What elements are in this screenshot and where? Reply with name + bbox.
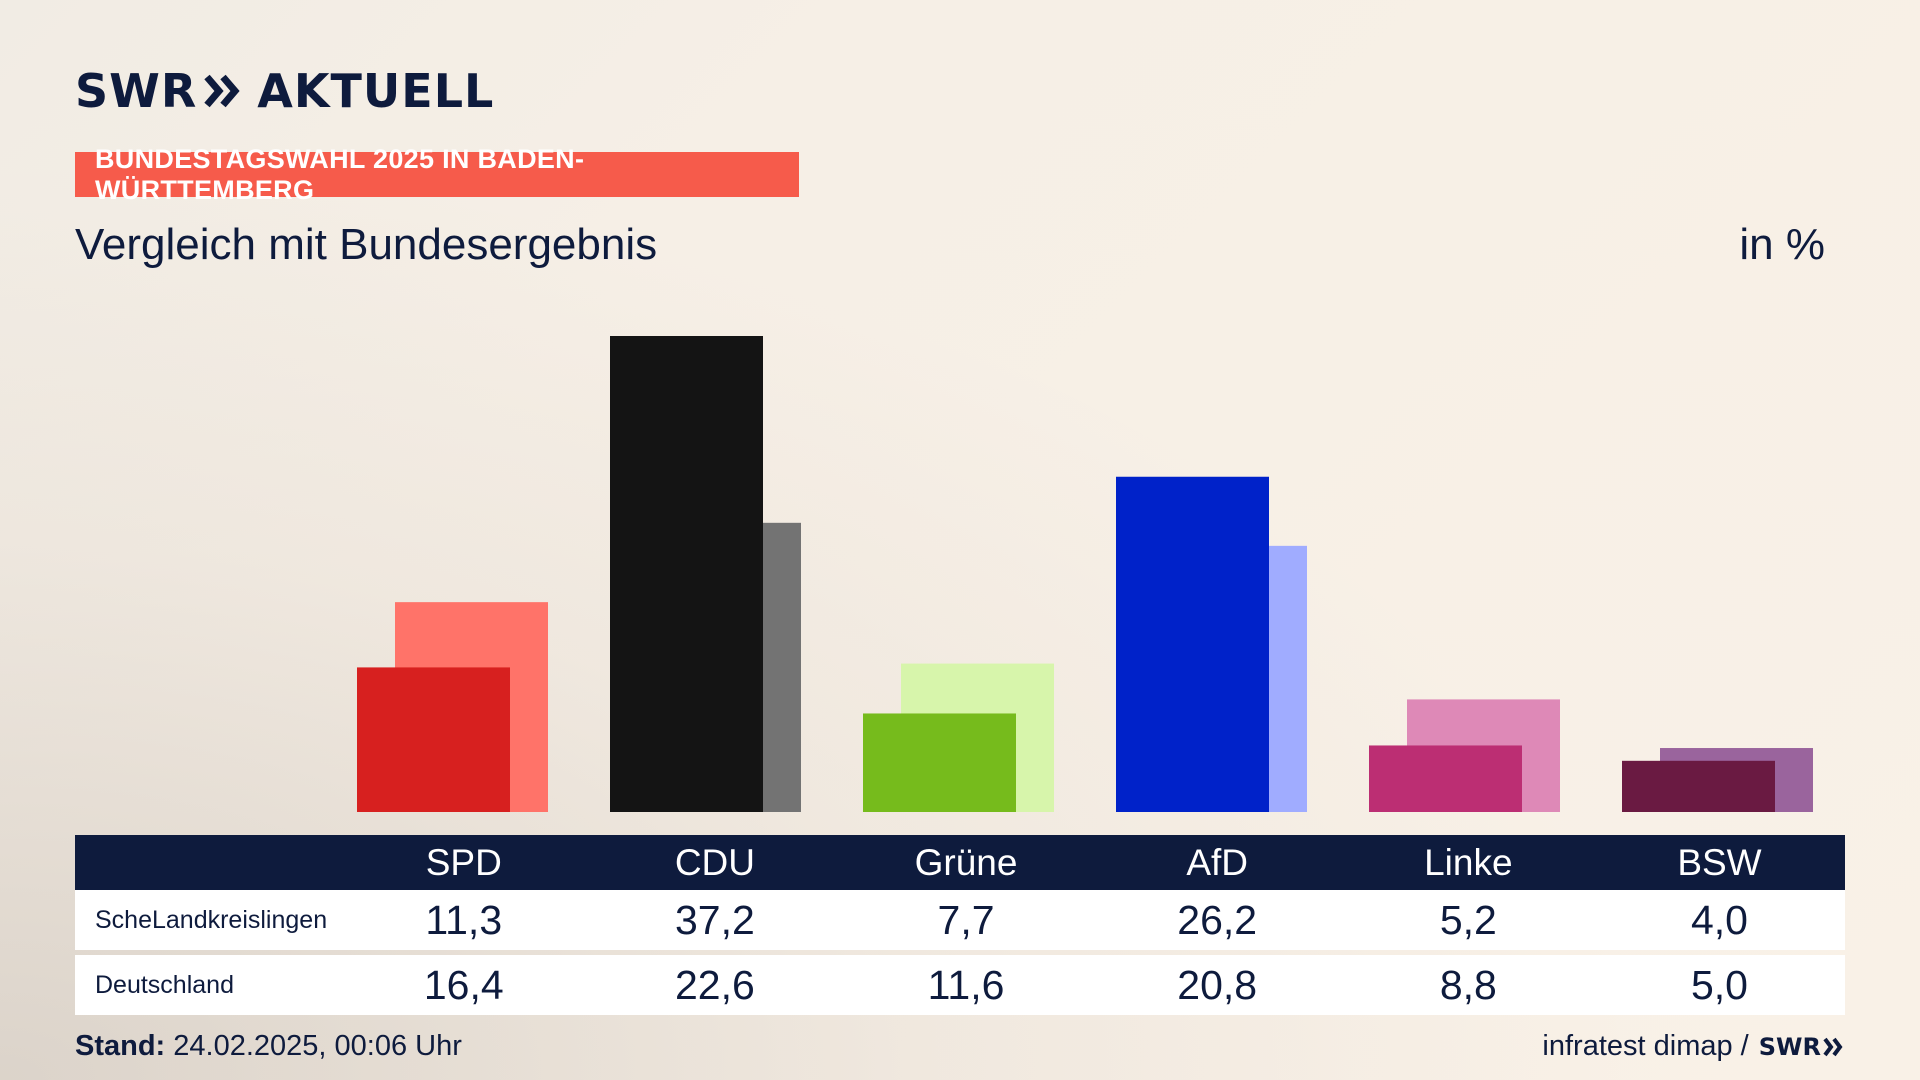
bar-local-linke xyxy=(1369,745,1522,812)
unit-label: in % xyxy=(1739,220,1825,269)
logo-brand: SWR xyxy=(75,64,198,118)
cell-local-afd: 26,2 xyxy=(1177,896,1258,943)
logo-title: AKTUELL xyxy=(257,64,495,118)
bar-local-spd xyxy=(357,667,510,812)
table-header-row: SPD CDU Grüne AfD Linke BSW xyxy=(75,835,1845,890)
double-chevron-icon xyxy=(204,74,240,108)
bar-local-afd xyxy=(1116,476,1269,812)
small-double-chevron-icon xyxy=(1823,1037,1843,1056)
row-label-deutschland: Deutschland xyxy=(95,970,234,999)
bar-local-grüne xyxy=(863,713,1016,812)
cell-local-gruene: 7,7 xyxy=(937,896,995,943)
cell-local-bsw: 4,0 xyxy=(1690,896,1748,943)
cell-local-cdu: 37,2 xyxy=(674,896,755,943)
header-cell-linke: Linke xyxy=(1424,841,1513,883)
table-row-deutschland: Deutschland 16,4 22,6 11,6 20,8 8,8 5,0 xyxy=(75,955,1845,1015)
cell-de-afd: 20,8 xyxy=(1177,961,1258,1008)
election-banner: BUNDESTAGSWAHL 2025 IN BADEN-WÜRTTEMBERG xyxy=(75,144,799,205)
stand-value: 24.02.2025, 00:06 Uhr xyxy=(173,1030,462,1062)
banner-text: BUNDESTAGSWAHL 2025 IN BADEN-WÜRTTEMBERG xyxy=(95,143,585,205)
cell-local-spd: 11,3 xyxy=(425,896,503,943)
source-text: infratest dimap / xyxy=(1542,1030,1749,1062)
stand-label: Stand: xyxy=(75,1030,166,1062)
timestamp: Stand: 24.02.2025, 00:06 Uhr xyxy=(75,1030,462,1063)
cell-de-spd: 16,4 xyxy=(423,961,504,1008)
swr-aktuell-logo: SWR AKTUELL xyxy=(75,64,495,118)
source-brand: SWR xyxy=(1758,1032,1821,1061)
header-cell-bsw: BSW xyxy=(1677,841,1762,883)
cell-de-gruene: 11,6 xyxy=(927,961,1005,1008)
chart-subtitle: Vergleich mit Bundesergebnis xyxy=(75,220,658,269)
bar-chart xyxy=(357,336,1813,812)
source-credit: infratest dimap / SWR xyxy=(1542,1030,1845,1063)
header-cell-cdu: CDU xyxy=(674,841,755,883)
table-row-local: ScheLandkreislingen 11,3 37,2 7,7 26,2 5… xyxy=(75,890,1845,950)
header-cell-afd: AfD xyxy=(1186,841,1249,883)
cell-de-linke: 8,8 xyxy=(1439,961,1497,1008)
cell-de-cdu: 22,6 xyxy=(674,961,755,1008)
header-cell-gruene: Grüne xyxy=(914,841,1018,883)
cell-de-bsw: 5,0 xyxy=(1690,961,1748,1008)
header-cell-spd: SPD xyxy=(425,841,502,883)
bar-local-bsw xyxy=(1622,760,1775,812)
bar-local-cdu xyxy=(610,336,763,812)
cell-local-linke: 5,2 xyxy=(1439,896,1497,943)
row-label-local: ScheLandkreislingen xyxy=(95,905,328,934)
results-table: SPD CDU Grüne AfD Linke BSW ScheLandkrei… xyxy=(75,835,1845,1015)
